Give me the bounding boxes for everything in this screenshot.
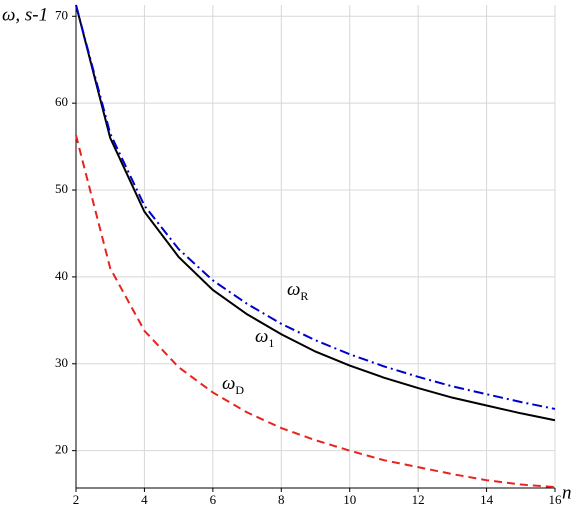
- y-tick-label: 60: [55, 94, 68, 109]
- series-line: [75, 4, 556, 422]
- x-tick-label: 6: [210, 492, 217, 507]
- x-tick-label: 2: [73, 492, 80, 507]
- series-label: ωR: [287, 279, 308, 302]
- series-line: [75, 135, 556, 489]
- series-line: [75, 4, 556, 410]
- x-tick-label: 16: [549, 492, 563, 507]
- x-axis-label: n: [562, 482, 572, 503]
- x-tick-label: 12: [412, 492, 425, 507]
- y-axis-label: ω, s-1: [2, 4, 48, 25]
- series-label: ω1: [255, 326, 274, 349]
- x-tick-label: 10: [343, 492, 356, 507]
- y-tick-label: 50: [55, 181, 68, 196]
- x-tick-label: 14: [480, 492, 494, 507]
- series-label: ωD: [222, 373, 244, 396]
- y-tick-label: 40: [55, 268, 68, 283]
- x-tick-label: 8: [278, 492, 285, 507]
- x-tick-label: 4: [141, 492, 148, 507]
- y-tick-label: 30: [55, 355, 68, 370]
- y-tick-label: 70: [55, 7, 68, 22]
- y-tick-label: 20: [55, 442, 68, 457]
